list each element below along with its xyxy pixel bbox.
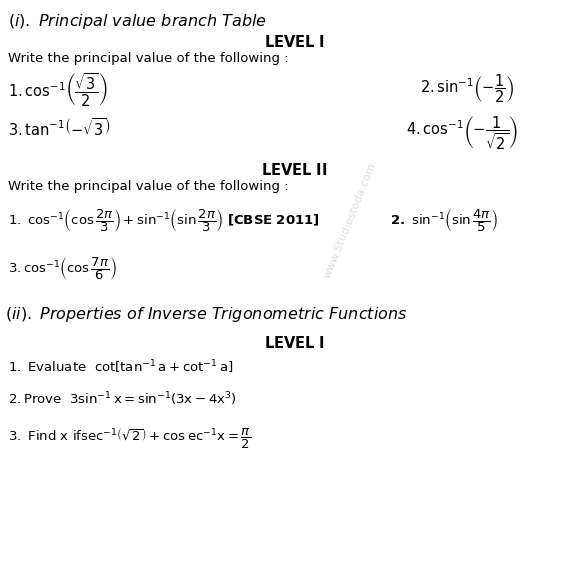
Text: Write the principal value of the following :: Write the principal value of the followi… [8, 180, 289, 193]
Text: $1.\ \mathrm{Evaluate}\ \ \cot[\tan^{-1}\mathrm{a}+\cot^{-1}\mathrm{a}]$: $1.\ \mathrm{Evaluate}\ \ \cot[\tan^{-1}… [8, 358, 233, 376]
Text: $3.\cos^{-1}\!\left(\cos\dfrac{7\pi}{6}\right)$: $3.\cos^{-1}\!\left(\cos\dfrac{7\pi}{6}\… [8, 255, 116, 282]
Text: $1.\cos^{-1}\!\left(\dfrac{\sqrt{3}}{2}\right)$: $1.\cos^{-1}\!\left(\dfrac{\sqrt{3}}{2}\… [8, 72, 108, 110]
Text: $\it{(ii).\ Properties\ of\ Inverse\ Trigonometric\ Functions}$: $\it{(ii).\ Properties\ of\ Inverse\ Tri… [5, 305, 407, 324]
Text: $\bf{LEVEL\ II}$: $\bf{LEVEL\ II}$ [261, 162, 327, 178]
Text: $\it{(i).\ Principal\ value\ branch\ Table}$: $\it{(i).\ Principal\ value\ branch\ Tab… [8, 12, 267, 31]
Text: www.Studiestoda.com: www.Studiestoda.com [322, 160, 378, 279]
Text: $\bf{LEVEL\ I}$: $\bf{LEVEL\ I}$ [263, 335, 325, 351]
Text: Write the principal value of the following :: Write the principal value of the followi… [8, 52, 289, 65]
Text: $\mathbf{2.}\ \sin^{-1}\!\left(\sin\dfrac{4\pi}{5}\right)$: $\mathbf{2.}\ \sin^{-1}\!\left(\sin\dfra… [390, 207, 498, 234]
Text: $2.\sin^{-1}\!\left(-\dfrac{1}{2}\right)$: $2.\sin^{-1}\!\left(-\dfrac{1}{2}\right)… [420, 72, 514, 105]
Text: $1.\ \cos^{-1}\!\left(\cos\dfrac{2\pi}{3}\right)+\sin^{-1}\!\left(\sin\dfrac{2\p: $1.\ \cos^{-1}\!\left(\cos\dfrac{2\pi}{3… [8, 207, 320, 234]
Text: $4.\cos^{-1}\!\left(-\dfrac{1}{\sqrt{2}}\right)$: $4.\cos^{-1}\!\left(-\dfrac{1}{\sqrt{2}}… [406, 114, 518, 151]
Text: $\bf{LEVEL\ I}$: $\bf{LEVEL\ I}$ [263, 34, 325, 50]
Text: $2.\mathrm{Prove}\ \ 3\sin^{-1}\mathrm{x}=\sin^{-1}\!\left(3\mathrm{x}-4\mathrm{: $2.\mathrm{Prove}\ \ 3\sin^{-1}\mathrm{x… [8, 390, 236, 407]
Text: $3.\tan^{-1}\!\left(-\sqrt{3}\right)$: $3.\tan^{-1}\!\left(-\sqrt{3}\right)$ [8, 118, 111, 139]
Text: $3.\ \mathrm{Find\ x\ if}\sec^{-1}\!\left(\sqrt{2}\right)+\cos\mathrm{ec}^{-1}\m: $3.\ \mathrm{Find\ x\ if}\sec^{-1}\!\lef… [8, 427, 251, 451]
